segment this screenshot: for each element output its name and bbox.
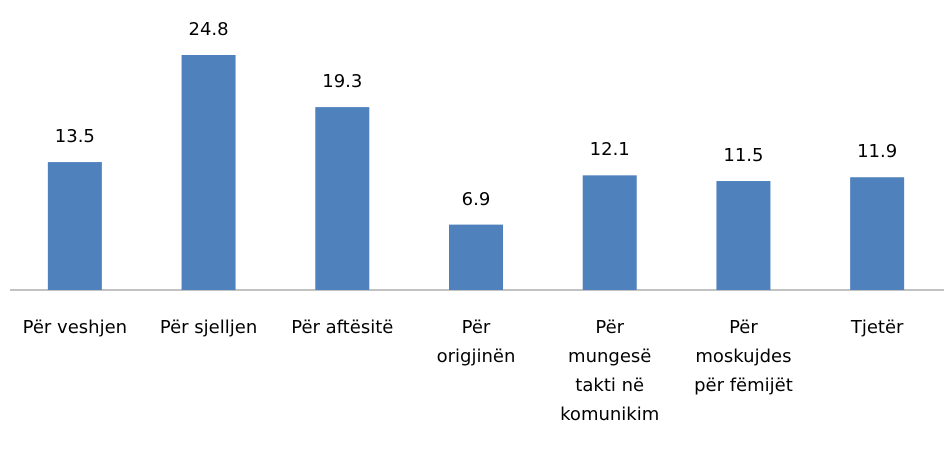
bar	[449, 224, 503, 290]
bar	[850, 177, 905, 290]
x-tick-label: Për moskujdes për fëmijët	[694, 317, 793, 396]
x-tick-label: Për veshjen	[22, 317, 128, 338]
value-label: 11.5	[723, 145, 764, 167]
value-label: 24.8	[188, 19, 229, 40]
bar	[181, 55, 236, 290]
bar	[315, 107, 370, 290]
bar	[716, 181, 771, 290]
value-label: 13.5	[54, 126, 95, 148]
bar	[582, 175, 637, 290]
x-tick-label: Për mungesë takti në komunikim	[560, 317, 660, 425]
x-tick-label: Tjetër	[850, 317, 904, 338]
x-tick-label: Për sjelljen	[159, 317, 258, 338]
bar	[47, 162, 102, 290]
value-label: 12.1	[589, 139, 630, 161]
value-label: 11.9	[857, 141, 898, 163]
value-label: 19.3	[322, 71, 363, 93]
value-label: 6.9	[461, 188, 491, 210]
x-tick-label: Për aftësitë	[291, 317, 394, 338]
x-tick-label: Për origjinën	[436, 317, 516, 367]
